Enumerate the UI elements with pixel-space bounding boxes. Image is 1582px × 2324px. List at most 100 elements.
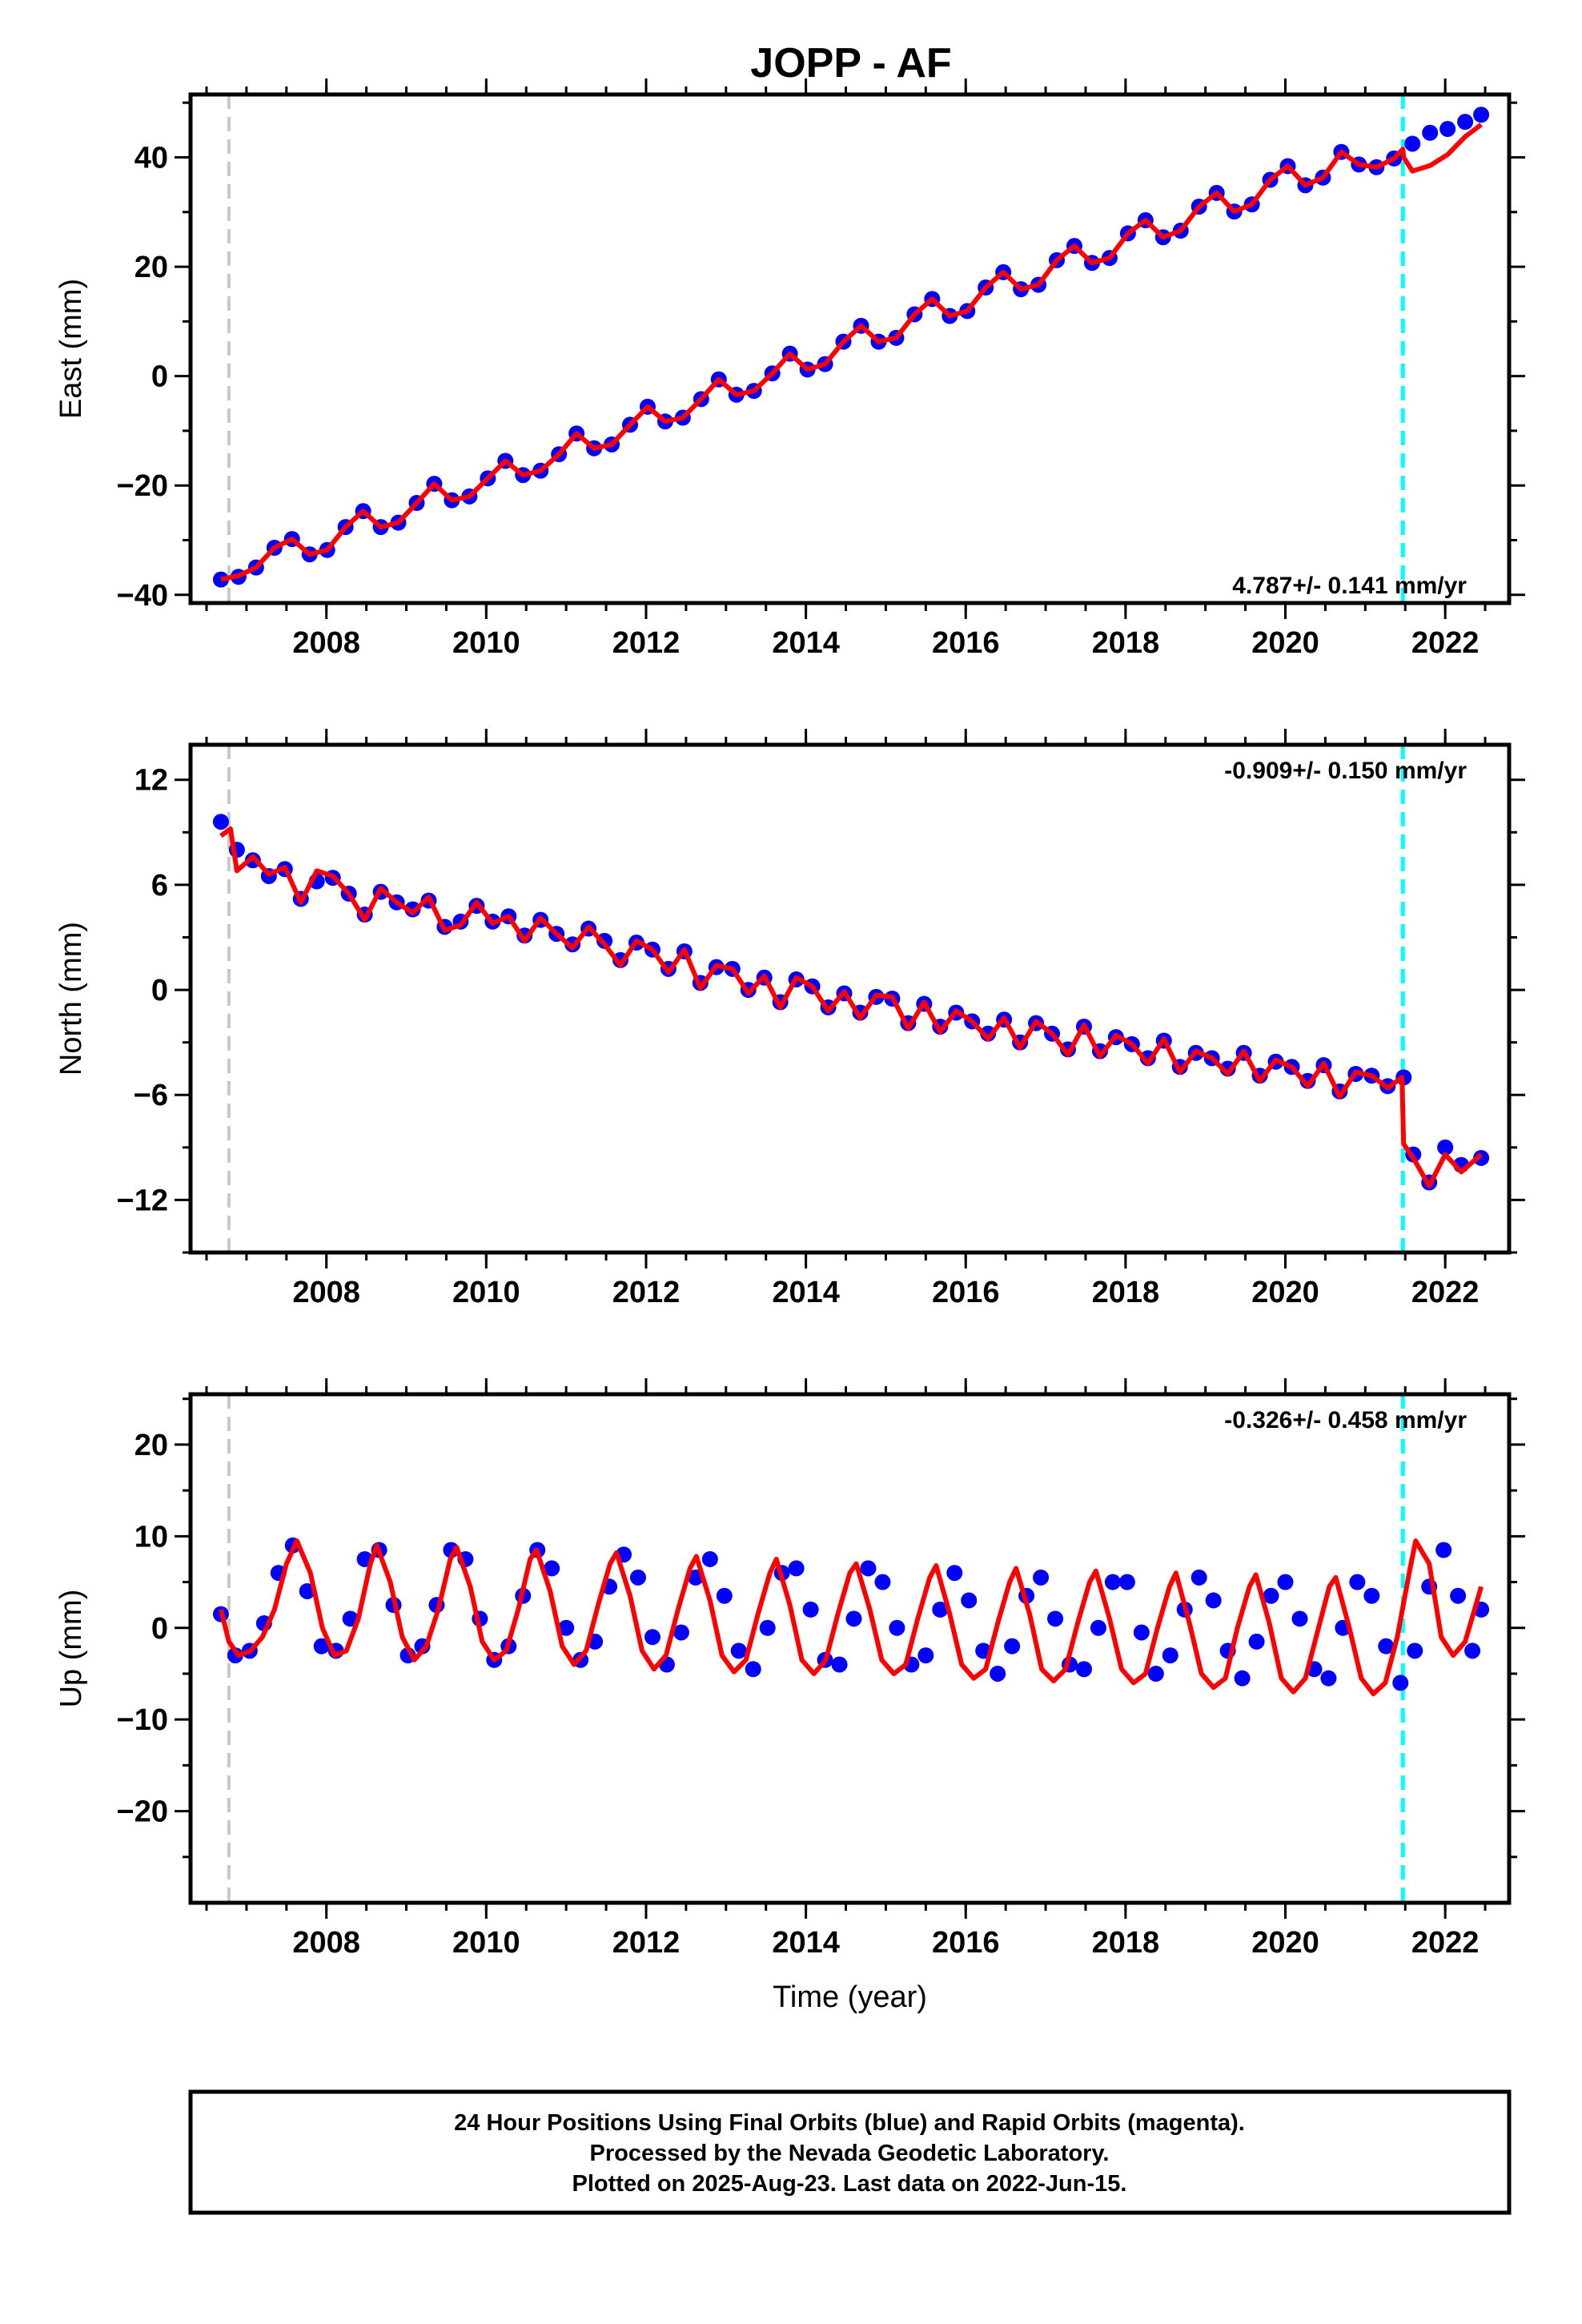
up-x-tick-label: 2010 [452,1926,520,1960]
north-y-axis-label: North (mm) [54,922,88,1076]
east-panel: 2008 2010 2012 2014 2016 2018 2020 2022 −40 −20 0 2… [54,78,1525,660]
east-x-tick-label: 2014 [772,626,840,660]
up-y-tick-label: 10 [135,1520,168,1554]
north-x-tick-label: 2010 [452,1276,520,1309]
up-point [1248,1633,1265,1650]
east-model-line [220,123,1483,582]
up-y-axis-label: Up (mm) [54,1590,88,1708]
up-point [1047,1610,1064,1627]
east-y-tick-label: −40 [117,579,168,613]
up-point [1191,1569,1207,1586]
up-point [1450,1587,1467,1604]
up-point [1118,1574,1135,1590]
up-point [932,1601,949,1618]
up-point [1033,1569,1050,1586]
east-point [1473,107,1490,123]
east-x-tick-label: 2008 [292,626,360,660]
north-x-tick-label: 2016 [932,1276,1000,1309]
up-x-axis-label: Time (year) [773,1980,927,2014]
east-x-tick-label: 2020 [1251,626,1319,660]
up-point [1464,1642,1481,1659]
up-point [1263,1587,1279,1604]
up-point [629,1569,646,1586]
up-point [716,1587,733,1604]
up-point [1090,1619,1106,1636]
up-point [1407,1642,1423,1659]
up-point [1104,1574,1121,1590]
footer-box: 24 Hour Positions Using Final Orbits (bl… [188,2089,1512,2215]
up-point [1435,1542,1452,1558]
up-x-tick-label: 2022 [1411,1926,1480,1960]
footer-frame [188,2089,1512,2215]
up-point [1363,1587,1380,1604]
north-point [1437,1139,1454,1156]
up-point [1320,1670,1337,1687]
up-x-tick-label: 2020 [1251,1926,1319,1960]
up-point [1234,1670,1251,1687]
north-x-tick-label: 2014 [772,1276,840,1309]
up-point [1291,1610,1308,1627]
up-point [845,1610,862,1627]
up-point [1147,1665,1164,1682]
up-model-line [218,1538,1484,1697]
up-point [1075,1661,1092,1678]
up-point [802,1601,819,1618]
up-point [1133,1624,1150,1641]
north-model-line [219,826,1484,1188]
up-points [212,1537,1490,1691]
up-y-tick-label: −10 [117,1703,168,1737]
up-x-tick-label: 2018 [1092,1926,1160,1960]
up-point [730,1642,747,1659]
up-panel: 2008 2010 2012 2014 2016 2018 2020 2022 −20 −10 0 1… [54,1378,1525,2014]
north-x-tick-label: 2012 [612,1276,681,1309]
north-y-tick-label: 0 [151,974,168,1007]
up-point [860,1560,877,1577]
north-y-tick-label: −6 [134,1079,168,1112]
up-point [946,1565,963,1582]
east-rate-label: 4.787+/- 0.141 mm/yr [1232,573,1467,599]
up-point [745,1661,761,1678]
north-x-tick-label: 2020 [1251,1276,1319,1309]
up-point [227,1647,243,1664]
up-x-tick-label: 2012 [612,1926,681,1960]
up-point [1392,1675,1409,1691]
up-y-tick-label: 20 [135,1429,168,1462]
up-point [1004,1638,1021,1655]
east-y-tick-label: 0 [151,360,168,394]
east-y-tick-label: −20 [117,469,168,503]
footer-line-1: 24 Hour Positions Using Final Orbits (bl… [454,2110,1245,2136]
up-point [917,1647,934,1664]
up-x-tick-label: 2014 [772,1926,840,1960]
up-point [644,1629,661,1646]
north-x-tick-label: 2018 [1092,1276,1160,1309]
north-y-tick-label: 12 [135,764,168,798]
up-point [544,1560,560,1577]
east-x-tick-label: 2018 [1092,626,1160,660]
chart-title: JOPP - AF [750,40,951,86]
east-y-tick-label: 40 [135,142,168,175]
east-point [1404,135,1421,152]
north-point [1473,1149,1490,1166]
east-plot-area [191,94,1509,603]
up-rate-label: -0.326+/- 0.458 mm/yr [1224,1407,1467,1433]
up-point [874,1574,891,1590]
east-y-tick-label: 20 [135,251,168,284]
north-y-tick-label: 6 [151,869,168,903]
north-rate-label: -0.909+/- 0.150 mm/yr [1224,758,1467,784]
north-frame [188,742,1512,1255]
up-point [673,1624,689,1641]
up-y-tick-label: 0 [151,1612,168,1646]
up-point [990,1665,1006,1682]
up-x-tick-label: 2008 [292,1926,360,1960]
north-point [212,814,229,830]
north-y-tick-label: −12 [117,1184,168,1217]
east-point [1439,121,1456,138]
up-point [788,1560,805,1577]
east-x-tick-label: 2010 [452,626,520,660]
up-point [1205,1592,1222,1609]
footer-line-2: Processed by the Nevada Geodetic Laborat… [590,2141,1110,2166]
north-x-tick-label: 2008 [292,1276,360,1309]
east-point [1457,114,1474,131]
up-point [1378,1638,1395,1655]
north-panel: 2008 2010 2012 2014 2016 2018 2020 2022 −12 −6 0 6 1… [54,729,1525,1309]
